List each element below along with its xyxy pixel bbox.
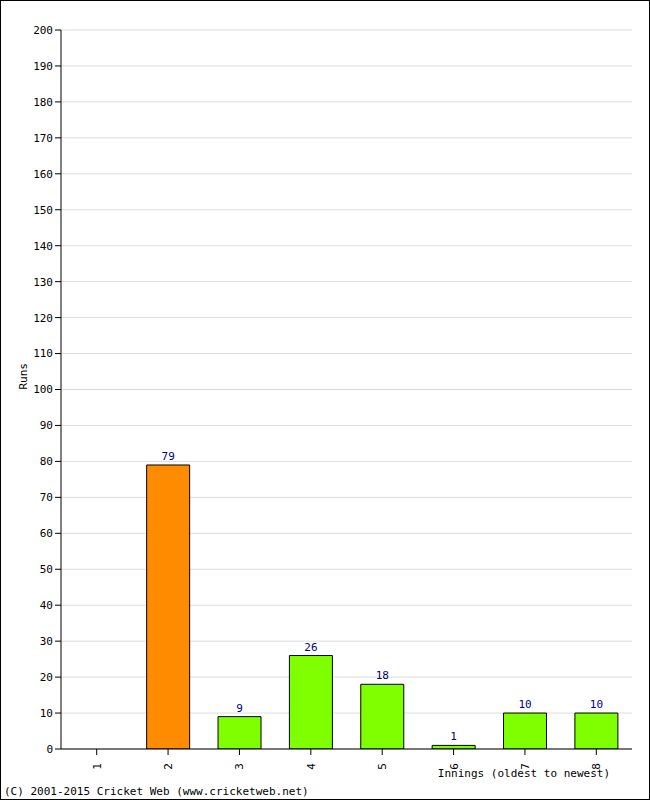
svg-text:10: 10	[518, 698, 531, 711]
svg-text:0: 0	[46, 743, 53, 756]
svg-text:Innings (oldest to newest): Innings (oldest to newest)	[438, 767, 610, 780]
svg-text:80: 80	[40, 455, 53, 468]
svg-text:2: 2	[162, 763, 175, 770]
svg-text:110: 110	[33, 347, 53, 360]
svg-text:120: 120	[33, 312, 53, 325]
svg-text:40: 40	[40, 599, 53, 612]
svg-text:170: 170	[33, 132, 53, 145]
svg-text:1: 1	[91, 763, 104, 770]
svg-text:140: 140	[33, 240, 53, 253]
svg-text:79: 79	[162, 450, 175, 463]
svg-text:Runs: Runs	[17, 363, 30, 390]
svg-text:9: 9	[236, 702, 243, 715]
svg-text:190: 190	[33, 60, 53, 73]
svg-text:4: 4	[305, 763, 318, 770]
svg-text:150: 150	[33, 204, 53, 217]
svg-text:100: 100	[33, 383, 53, 396]
svg-text:18: 18	[376, 669, 389, 682]
svg-text:1: 1	[450, 730, 457, 743]
svg-text:90: 90	[40, 419, 53, 432]
html-text:(C) 2001-2015 Cricket Web (www: (C) 2001-2015 Cricket Web (www.cricketwe…	[4, 785, 309, 798]
svg-text:3: 3	[233, 763, 246, 770]
svg-text:10: 10	[590, 698, 603, 711]
svg-text:60: 60	[40, 527, 53, 540]
svg-text:26: 26	[304, 641, 317, 654]
svg-text:30: 30	[40, 635, 53, 648]
svg-text:5: 5	[376, 763, 389, 770]
svg-text:10: 10	[40, 707, 53, 720]
svg-text:130: 130	[33, 276, 53, 289]
svg-text:20: 20	[40, 671, 53, 684]
svg-text:180: 180	[33, 96, 53, 109]
svg-text:50: 50	[40, 563, 53, 576]
svg-text:70: 70	[40, 491, 53, 504]
svg-text:160: 160	[33, 168, 53, 181]
svg-text:200: 200	[33, 24, 53, 37]
